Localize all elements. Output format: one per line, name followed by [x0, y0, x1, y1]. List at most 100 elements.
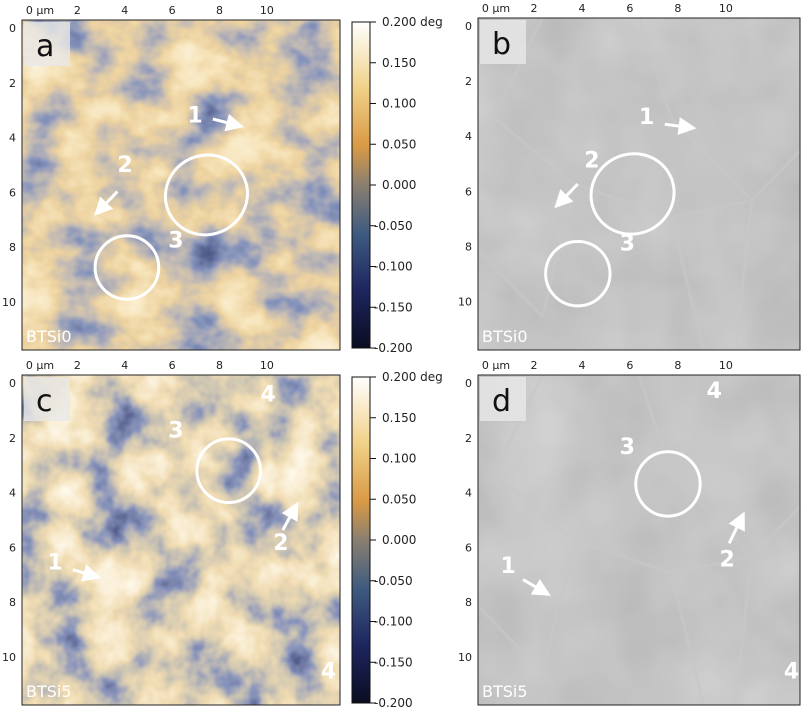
annotation-number: 1: [47, 551, 62, 576]
panel-letter-box: [24, 377, 70, 421]
colorbar-tick-label: 0.000: [382, 533, 416, 547]
y-tick-label: 6: [9, 186, 16, 199]
panel-a-image: [22, 20, 340, 350]
highlight-ellipse: [163, 153, 249, 237]
panel-a: 0 µm 2 4 6 8 10 0 2 4 6 8 10 a BTSi0 1 2 3: [2, 4, 341, 351]
panel-letter: a: [36, 29, 54, 64]
panel-letter: b: [492, 27, 511, 62]
y-tick-label: 8: [9, 596, 16, 609]
colorbar-tick-label: -0.050: [374, 219, 413, 233]
colorbar-tick-label: -0.050: [374, 574, 413, 588]
y-tick-label: 8: [465, 596, 472, 609]
x-tick-label: 4: [578, 359, 585, 372]
annotation-arrow: [94, 190, 119, 216]
y-tick-label: 2: [9, 432, 16, 445]
annotation-arrow: [522, 578, 551, 596]
x-tick-label: 0 µm: [26, 4, 54, 17]
annotation-number: 3: [168, 419, 183, 444]
y-tick-label: 6: [465, 541, 472, 554]
y-tick-label: 6: [9, 541, 16, 554]
annotation-number: 3: [168, 229, 183, 254]
y-tick-label: 2: [465, 432, 472, 445]
colorbar: 0.200 deg 0.150 0.100 0.050 0.000 -0.050 -0.10…: [351, 15, 443, 355]
panel-d: 0 µm 2 4 6 8 10 0 2 4 6 8 10 d BTSi5 1 2 3 4 4: [458, 359, 802, 706]
highlight-circle: [634, 450, 702, 518]
colorbar: 0.200 deg 0.150 0.100 0.050 0.000 -0.050 -0.10…: [351, 370, 443, 710]
y-tick-label: 8: [9, 241, 16, 254]
y-tick-label: 6: [465, 185, 472, 198]
colorbar-tick-label: -0.150: [374, 300, 413, 314]
colorbar-tick-label: -0.100: [374, 615, 413, 629]
grain-boundaries: [476, 374, 802, 706]
annotation-number: 3: [620, 435, 635, 460]
panel-letter: d: [492, 384, 511, 419]
y-tick-label: 0: [9, 377, 16, 390]
panel-b: 0 µm 2 4 6 8 10 0 2 4 6 8 10 b BTSi0 1 2 3: [458, 2, 802, 351]
x-tick-label: 0 µm: [482, 359, 510, 372]
colorbar-tick-label: 0.050: [382, 137, 416, 151]
panel-c: 0 µm 2 4 6 8 10 0 2 4 6 8 10 c BTSi5 1 2 3 4 4: [2, 359, 341, 706]
annotation-number: 1: [639, 105, 654, 130]
y-tick-label: 2: [465, 75, 472, 88]
y-tick-label: 0: [9, 22, 16, 35]
panel-b-image: [478, 18, 800, 350]
y-tick-label: 8: [465, 240, 472, 253]
x-tick-label: 6: [626, 2, 633, 15]
colorbar-tick-label: 0.050: [382, 492, 416, 506]
sample-label: BTSi0: [26, 327, 72, 346]
colorbar-tick-label: 0.000: [382, 178, 416, 192]
panel-letter-box: [480, 377, 526, 421]
annotation-arrow: [72, 564, 101, 582]
highlight-circle: [195, 437, 262, 505]
x-tick-label: 10: [719, 2, 733, 15]
annotation-number: 4: [784, 660, 799, 685]
panel-d-image: [478, 375, 800, 705]
y-tick-label: 4: [9, 132, 16, 145]
y-tick-label: 10: [458, 296, 472, 309]
annotation-number: 2: [720, 547, 735, 572]
annotation-number: 2: [117, 153, 132, 178]
x-tick-label: 8: [674, 2, 681, 15]
y-tick-label: 2: [9, 77, 16, 90]
annotation-number: 4: [707, 379, 722, 404]
annotation-number: 2: [584, 148, 599, 173]
y-tick-label: 0: [465, 377, 472, 390]
colorbar-tick-label: -0.200: [374, 696, 413, 710]
y-tick-label: 4: [9, 487, 16, 500]
colorbar-tick-label: -0.150: [374, 655, 413, 669]
annotation-arrow: [727, 511, 745, 544]
grain-boundaries: [476, 17, 802, 351]
y-tick-label: 4: [465, 487, 472, 500]
x-tick-label: 8: [216, 359, 223, 372]
annotation-arrow: [664, 117, 697, 135]
x-tick-label: 2: [530, 2, 537, 15]
annotation-arrow: [281, 501, 299, 531]
x-tick-label: 0 µm: [482, 2, 510, 15]
y-tick-label: 4: [465, 130, 472, 143]
colorbar-tick-label: 0.100: [382, 452, 416, 466]
colorbar-tick-label: 0.100: [382, 97, 416, 111]
colorbar-tick-label: 0.200 deg: [382, 15, 443, 29]
x-tick-label: 0 µm: [26, 359, 54, 372]
sample-label: BTSi5: [26, 682, 72, 701]
annotation-arrow: [212, 113, 245, 132]
annotation-number: 4: [261, 382, 276, 407]
x-tick-label: 4: [121, 4, 128, 17]
annotation-arrow: [554, 182, 579, 209]
annotation-number: 3: [620, 231, 635, 256]
annotation-number: 2: [273, 531, 288, 556]
x-tick-label: 6: [169, 4, 176, 17]
x-tick-label: 8: [674, 359, 681, 372]
x-tick-label: 10: [719, 359, 733, 372]
annotation-number: 1: [501, 554, 516, 579]
x-tick-label: 4: [578, 2, 585, 15]
colorbar-tick-label: -0.200: [374, 341, 413, 355]
sample-label: BTSi0: [482, 327, 528, 346]
sample-label: BTSi5: [482, 682, 528, 701]
x-tick-label: 8: [216, 4, 223, 17]
panel-letter: c: [36, 384, 53, 419]
x-tick-label: 10: [260, 359, 274, 372]
x-tick-label: 2: [530, 359, 537, 372]
x-tick-label: 6: [626, 359, 633, 372]
highlight-circle: [93, 234, 161, 301]
